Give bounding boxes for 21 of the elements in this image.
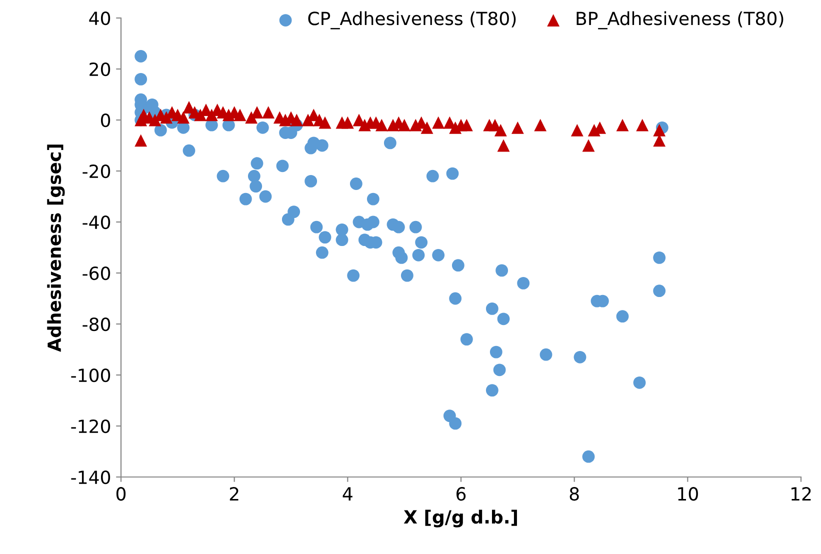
y-axis-title: Adhesiveness [gsec] (47, 144, 65, 352)
x-tick-label: 6 (456, 487, 466, 501)
x-tick-label: 8 (570, 487, 579, 501)
y-tick-label: -80 (82, 317, 110, 332)
y-tick-label: 40 (89, 11, 110, 26)
y-tick-label: -120 (71, 419, 110, 434)
y-tick-label: -40 (82, 215, 110, 230)
y-tick-label: -60 (82, 266, 110, 280)
x-tick-label: 12 (791, 487, 811, 500)
y-tick-label: 0 (100, 113, 110, 128)
y-tick-label: -20 (82, 164, 110, 178)
y-tick-label: -140 (71, 470, 110, 484)
x-tick-label: 4 (342, 487, 352, 500)
x-tick-label: 10 (678, 487, 698, 501)
x-tick-label: 0 (116, 487, 126, 501)
legend-label: BP_Adhesiveness (T80) (576, 11, 784, 30)
y-tick-label: 20 (90, 62, 110, 76)
legend-label: CP_Adhesiveness (T80) (308, 11, 516, 30)
x-tick-label: 2 (230, 487, 238, 500)
y-tick-label: -100 (71, 368, 110, 382)
x-axis-title: X [g/g d.b.] (404, 510, 517, 528)
